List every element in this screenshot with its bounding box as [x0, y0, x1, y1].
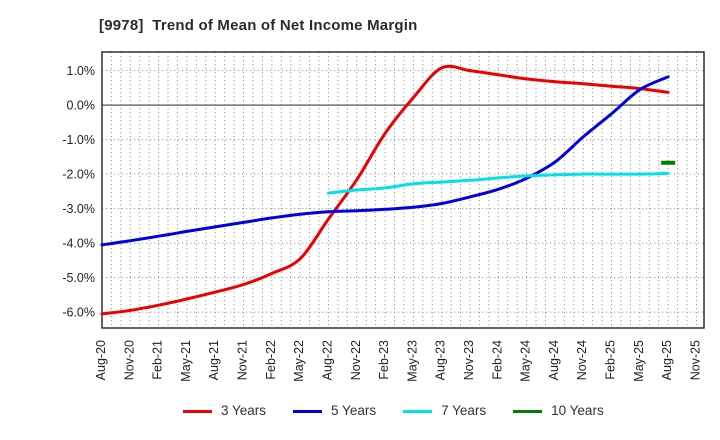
y-axis-tick-label: -1.0%	[62, 133, 95, 147]
y-axis-tick-label: 0.0%	[67, 99, 96, 113]
x-axis-tick-label: Feb-21	[151, 340, 165, 380]
x-axis-tick-label: Nov-21	[236, 340, 250, 380]
x-axis-tick-label: May-21	[179, 340, 193, 382]
legend-label-7-years: 7 Years	[441, 403, 487, 418]
x-axis-tick-label: May-23	[405, 340, 419, 382]
x-axis-tick-label: Nov-24	[575, 340, 589, 380]
x-axis-tick-label: Aug-22	[320, 340, 334, 380]
series-line-5-years	[100, 75, 670, 247]
series-line-3-years	[100, 64, 670, 316]
legend-label-5-years: 5 Years	[331, 403, 377, 418]
series-line-7-years	[327, 171, 670, 195]
x-axis-tick-label: May-24	[519, 340, 533, 382]
legend-label-3-years: 3 Years	[221, 403, 267, 418]
legend-swatch-5-years	[293, 409, 323, 413]
chart-title: [9978] Trend of Mean of Net Income Margi…	[99, 17, 418, 34]
y-axis-tick-label: -4.0%	[62, 237, 95, 251]
x-axis-tick-label: May-25	[632, 340, 646, 382]
x-axis-tick-label: Aug-21	[207, 340, 221, 380]
legend-label-10-years: 10 Years	[551, 403, 604, 418]
y-axis-tick-label: 1.0%	[67, 64, 96, 78]
x-axis-tick-label: Nov-22	[349, 340, 363, 380]
legend: 3 Years 5 Years 7 Years 10 Years	[183, 404, 604, 419]
x-axis-tick-label: Feb-24	[490, 340, 504, 380]
legend-swatch-10-years	[513, 409, 543, 413]
y-axis-tick-label: -2.0%	[62, 168, 95, 182]
x-axis-tick-label: Nov-23	[462, 340, 476, 380]
y-axis-tick-label: -6.0%	[62, 306, 95, 320]
y-axis-tick-label: -5.0%	[62, 271, 95, 285]
legend-item-5-years: 5 Years	[293, 404, 376, 419]
x-axis-tick-label: Feb-22	[264, 340, 278, 380]
x-axis-tick-label: Aug-24	[547, 340, 561, 380]
y-axis-tick-label: -3.0%	[62, 202, 95, 216]
x-axis-tick-label: Aug-25	[660, 340, 674, 380]
legend-item-3-years: 3 Years	[183, 404, 266, 419]
legend-item-7-years: 7 Years	[403, 404, 486, 419]
x-axis-tick-label: Aug-20	[94, 340, 108, 380]
x-axis-tick-label: Nov-25	[688, 340, 702, 380]
plot-border	[101, 51, 705, 329]
legend-swatch-7-years	[403, 409, 433, 413]
x-axis-tick-label: Feb-23	[377, 340, 391, 380]
x-axis-tick-label: Aug-23	[434, 340, 448, 380]
x-axis-tick-label: Nov-20	[122, 340, 136, 380]
legend-item-10-years: 10 Years	[513, 404, 604, 419]
legend-swatch-3-years	[183, 409, 212, 413]
x-axis-tick-label: May-22	[292, 340, 306, 382]
x-axis-tick-label: Feb-25	[604, 340, 618, 380]
